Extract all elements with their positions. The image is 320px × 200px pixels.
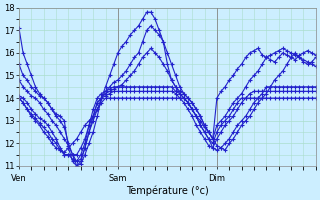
X-axis label: Température (°c): Température (°c) bbox=[126, 185, 209, 196]
